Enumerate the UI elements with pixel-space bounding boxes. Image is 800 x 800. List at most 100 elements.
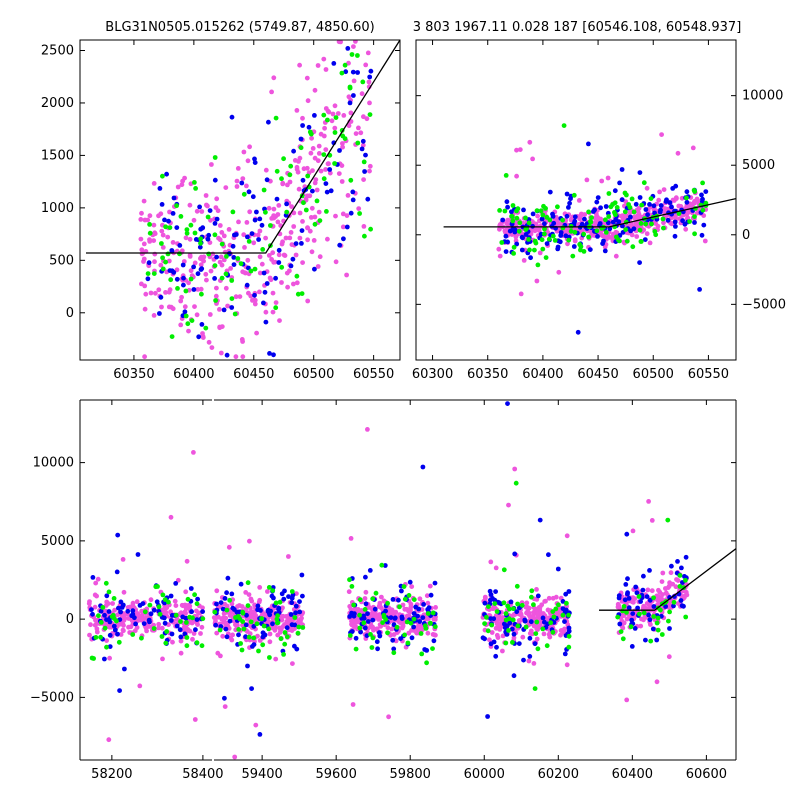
data-point-magenta [266,205,272,211]
data-point-magenta [690,145,696,151]
data-point-magenta [346,123,352,129]
data-point-blue [198,267,204,272]
data-point-green [566,633,572,639]
data-point-green [610,202,615,207]
data-point-magenta [527,139,533,145]
data-point-magenta [203,271,209,277]
data-point-green [683,577,688,583]
data-point-green [312,221,318,227]
data-point-magenta [494,632,500,638]
data-point-blue [257,732,263,737]
data-point-green [551,614,557,620]
data-point-magenta [251,240,257,246]
data-point-blue [363,152,368,158]
data-point-magenta [87,632,92,638]
data-point-magenta [94,629,100,635]
data-point-magenta [667,580,672,586]
data-point-green [423,626,429,631]
data-point-green [248,619,254,625]
data-point-green [130,632,136,637]
data-point-green [368,226,373,232]
data-point-blue [246,189,252,195]
data-point-magenta [263,309,269,315]
data-point-magenta [290,661,295,666]
data-point-magenta [92,604,98,610]
data-point-magenta [270,616,276,622]
data-point-green [248,268,254,274]
data-point-magenta [218,254,224,260]
panel-bottom: 58200 58400 59400 59600 59800 60000 60200 60400… [30,399,737,782]
data-point-green [548,620,554,626]
data-point-green [340,133,346,139]
data-point-blue [563,591,569,597]
data-point-green [229,278,235,283]
data-point-blue [493,589,498,594]
data-point-green [485,628,491,634]
data-point-magenta [645,587,651,593]
data-point-magenta [317,254,323,260]
data-point-green [535,646,541,652]
data-point-magenta [147,237,152,243]
data-point-magenta [325,236,330,242]
data-point-blue [118,609,123,615]
data-point-magenta [675,150,681,156]
data-point-magenta [550,595,556,601]
data-point-magenta [183,235,189,241]
data-point-green [188,276,194,282]
data-point-blue [368,68,374,74]
data-point-magenta [153,290,158,296]
data-point-blue [415,613,420,619]
data-point-blue [679,603,685,609]
data-point-blue [363,601,369,607]
data-point-green [273,305,279,311]
data-point-magenta [308,215,314,220]
data-point-green [284,634,290,640]
data-point-magenta [229,601,235,607]
data-point-blue [488,641,494,647]
data-point-green [570,253,576,259]
data-point-green [502,208,508,214]
data-point-green [273,115,279,121]
data-point-green [260,642,266,648]
data-point-blue [672,594,677,599]
data-point-blue [390,637,396,643]
data-point-magenta [322,125,327,131]
data-point-green [620,608,625,614]
data-point-blue [229,114,235,120]
data-point-blue [511,673,517,679]
data-point-blue [212,276,218,281]
data-point-green [163,259,169,265]
data-point-blue [157,311,162,316]
data-point-green [692,231,697,237]
data-point-blue [276,260,282,265]
data-point-blue [411,624,416,630]
data-point-magenta [305,193,310,199]
data-point-blue [182,631,188,637]
data-point-magenta [353,40,358,44]
data-point-blue [360,138,366,144]
data-point-green [192,180,197,185]
data-point-blue [306,124,312,130]
data-point-green [183,288,189,294]
data-point-green [405,640,411,646]
data-point-magenta [190,636,195,642]
data-point-magenta [246,592,252,597]
data-point-green [546,236,552,242]
data-point-green [111,596,117,601]
data-point-blue [382,563,388,568]
data-point-magenta [644,231,650,237]
data-point-blue [488,597,493,603]
data-point-magenta [255,232,261,238]
data-point-blue [170,211,176,216]
data-point-magenta [312,87,318,93]
data-point-green [266,626,272,632]
data-point-magenta [126,624,131,630]
data-point-magenta [182,304,188,310]
data-point-magenta [199,209,205,214]
data-point-green [332,130,338,135]
data-point-green [586,234,591,240]
data-point-blue [507,228,513,234]
data-point-magenta [686,209,691,215]
data-point-green [224,254,229,259]
data-point-magenta [340,224,346,230]
